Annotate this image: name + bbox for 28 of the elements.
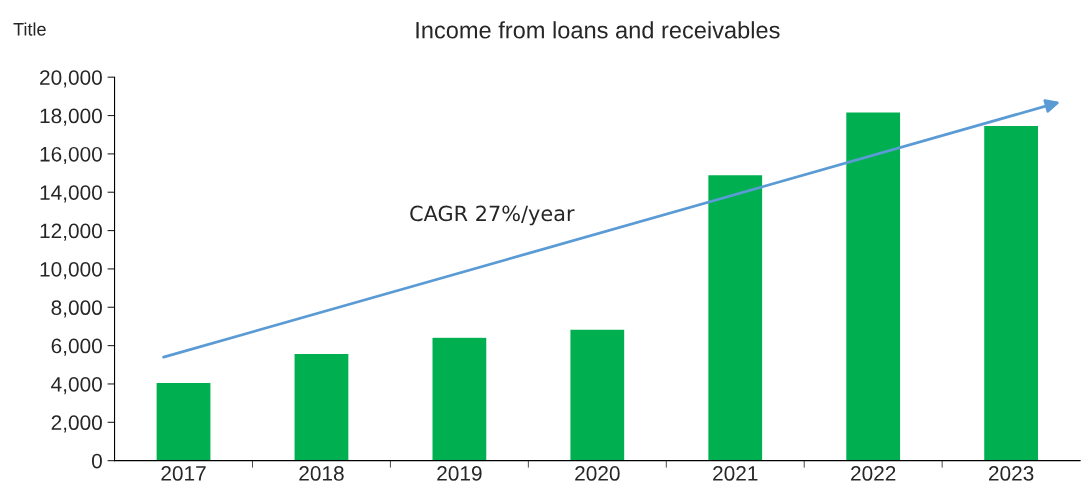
chart-title: Income from loans and receivables [416,21,780,39]
y-tick-label: 14,000 [40,185,102,203]
x-tick-label: 2019 [437,466,482,481]
y-tick-label: 2,000 [51,415,102,433]
x-tick-label: 2022 [851,466,896,481]
annotation: CAGR 27%/year [410,205,575,226]
bar [569,328,626,461]
y-tick-label: 12,000 [40,223,102,241]
bar [293,352,350,461]
bar [431,336,488,461]
y-tick-label: 8,000 [51,300,102,318]
bar [844,111,902,461]
x-tick-label: 2021 [713,466,758,481]
y-tick-label: 0 [91,453,102,469]
y-tick-label: 4,000 [51,376,102,395]
bar [706,173,764,461]
y-tick-label: 10,000 [40,261,102,280]
bar [155,381,212,461]
y-tick-label: 16,000 [40,146,102,165]
y-tick-label: 20,000 [40,70,102,88]
x-tick-label: 2023 [989,466,1034,481]
x-tick-label: 2017 [161,466,206,481]
bar [982,124,1040,461]
x-tick-label: 2020 [575,466,620,481]
x-tick-label: 2018 [299,466,344,481]
y-tick-label: 18,000 [40,108,102,126]
y-tick-label: 6,000 [51,338,102,356]
y-axis-title: Title [13,22,46,36]
